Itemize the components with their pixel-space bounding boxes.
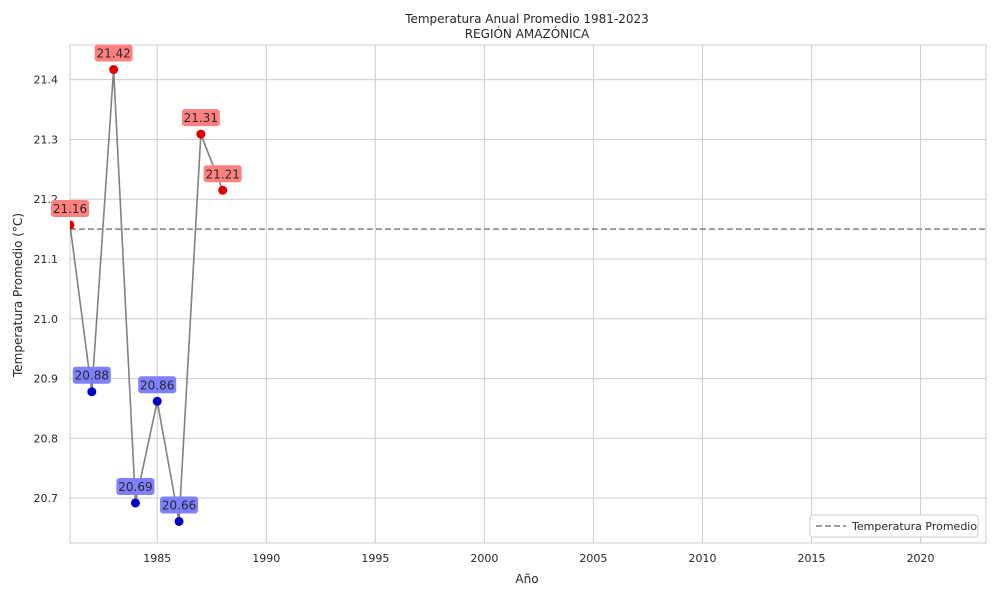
- x-tick-label: 1985: [143, 552, 171, 565]
- y-axis-label: Temperatura Promedio (°C): [11, 213, 25, 378]
- x-tick-label: 1990: [252, 552, 280, 565]
- y-tick-label: 21.3: [34, 133, 59, 146]
- data-label-box: [160, 496, 199, 514]
- data-point: [130, 498, 140, 508]
- x-tick-label: 1995: [361, 552, 389, 565]
- data-label-box: [94, 44, 133, 62]
- data-label: 20.69: [118, 480, 152, 494]
- y-tick-label: 20.8: [34, 432, 59, 445]
- plot-frame: [69, 44, 987, 544]
- series-line: [70, 69, 224, 522]
- data-label-box: [203, 165, 242, 183]
- y-axis-ticks: 20.720.820.921.021.121.221.321.4: [34, 74, 59, 505]
- data-label: 21.31: [184, 111, 218, 125]
- data-label-box: [138, 376, 177, 394]
- data-label-box: [181, 109, 220, 127]
- data-label: 21.42: [96, 47, 130, 61]
- legend: Temperatura Promedio: [809, 514, 979, 538]
- data-label: 21.16: [53, 202, 87, 216]
- x-tick-label: 2000: [470, 552, 498, 565]
- legend-box: [809, 514, 979, 538]
- chart-title: Temperatura Anual Promedio 1981-2023: [404, 12, 649, 26]
- data-label: 20.66: [162, 498, 196, 512]
- data-point: [196, 129, 206, 139]
- chart-subtitle: REGIÓN AMAZÓNICA: [465, 26, 590, 41]
- x-axis-label: Año: [515, 572, 538, 586]
- x-tick-label: 2010: [688, 552, 716, 565]
- y-tick-label: 21.1: [34, 253, 59, 266]
- data-label-box: [116, 477, 155, 495]
- data-point: [174, 516, 184, 526]
- legend-entry: Temperatura Promedio: [851, 520, 977, 533]
- data-point: [218, 185, 228, 195]
- x-tick-label: 2020: [907, 552, 935, 565]
- y-tick-label: 20.7: [34, 492, 59, 505]
- y-tick-label: 21.4: [34, 74, 59, 87]
- data-label-box: [51, 199, 89, 217]
- data-label: 21.21: [205, 167, 239, 181]
- data-point: [152, 396, 162, 406]
- data-label: 20.88: [75, 369, 109, 383]
- data-point: [70, 220, 75, 230]
- data-point: [87, 387, 97, 397]
- data-label: 20.86: [140, 378, 174, 392]
- data-label-box: [72, 366, 111, 384]
- data-point: [109, 65, 119, 75]
- x-tick-label: 2015: [798, 552, 826, 565]
- y-tick-label: 20.9: [34, 373, 59, 386]
- series-temperature: 21.16 20.88 21.42 20.69 20.86 20.66 21.31 21.21: [51, 44, 242, 526]
- x-tick-label: 2005: [579, 552, 607, 565]
- grid: [70, 45, 986, 543]
- y-tick-label: 21.0: [34, 313, 59, 326]
- x-axis-ticks: 1985 1990 1995 2000 2005 2010 2015 2020: [143, 552, 934, 565]
